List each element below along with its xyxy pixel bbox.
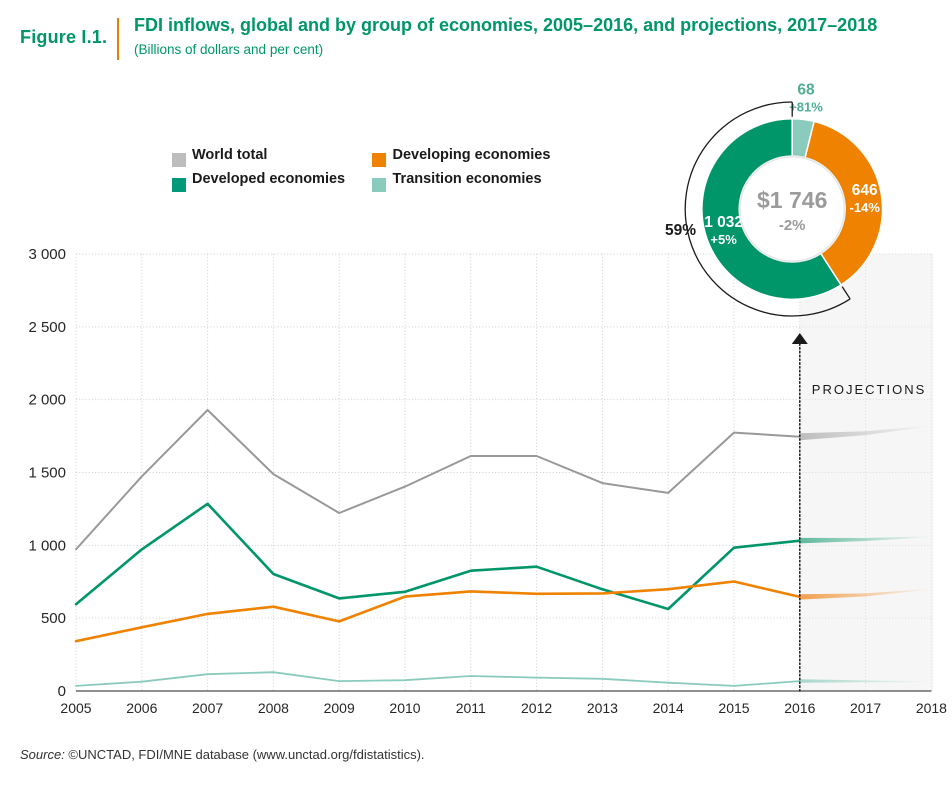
svg-text:2017: 2017 bbox=[850, 700, 881, 716]
svg-text:59%: 59% bbox=[665, 222, 696, 239]
svg-text:-14%: -14% bbox=[850, 200, 881, 215]
svg-text:2010: 2010 bbox=[389, 700, 420, 716]
svg-text:2 500: 2 500 bbox=[28, 319, 66, 336]
svg-text:-2%: -2% bbox=[779, 217, 806, 234]
svg-text:2015: 2015 bbox=[718, 700, 749, 716]
svg-text:2006: 2006 bbox=[126, 700, 157, 716]
svg-text:2007: 2007 bbox=[192, 700, 223, 716]
svg-text:2012: 2012 bbox=[521, 700, 552, 716]
svg-text:1 032: 1 032 bbox=[704, 214, 743, 231]
svg-text:2013: 2013 bbox=[587, 700, 618, 716]
svg-text:2 000: 2 000 bbox=[28, 392, 66, 409]
svg-text:+81%: +81% bbox=[789, 100, 823, 115]
svg-text:68: 68 bbox=[797, 82, 815, 99]
svg-text:+5%: +5% bbox=[710, 232, 737, 247]
svg-text:1 500: 1 500 bbox=[28, 465, 66, 482]
svg-text:2008: 2008 bbox=[258, 700, 289, 716]
svg-text:3 000: 3 000 bbox=[28, 246, 66, 263]
svg-text:2005: 2005 bbox=[60, 700, 91, 716]
svg-text:$1 746: $1 746 bbox=[757, 187, 827, 213]
svg-text:2018: 2018 bbox=[916, 700, 947, 716]
svg-text:0: 0 bbox=[58, 683, 66, 700]
svg-text:2014: 2014 bbox=[653, 700, 684, 716]
svg-text:2011: 2011 bbox=[456, 700, 486, 716]
svg-text:646: 646 bbox=[852, 182, 878, 199]
svg-text:2016: 2016 bbox=[784, 700, 815, 716]
svg-text:500: 500 bbox=[41, 610, 66, 627]
svg-text:2009: 2009 bbox=[324, 700, 355, 716]
svg-text:1 000: 1 000 bbox=[28, 537, 66, 554]
svg-text:PROJECTIONS: PROJECTIONS bbox=[812, 382, 926, 397]
